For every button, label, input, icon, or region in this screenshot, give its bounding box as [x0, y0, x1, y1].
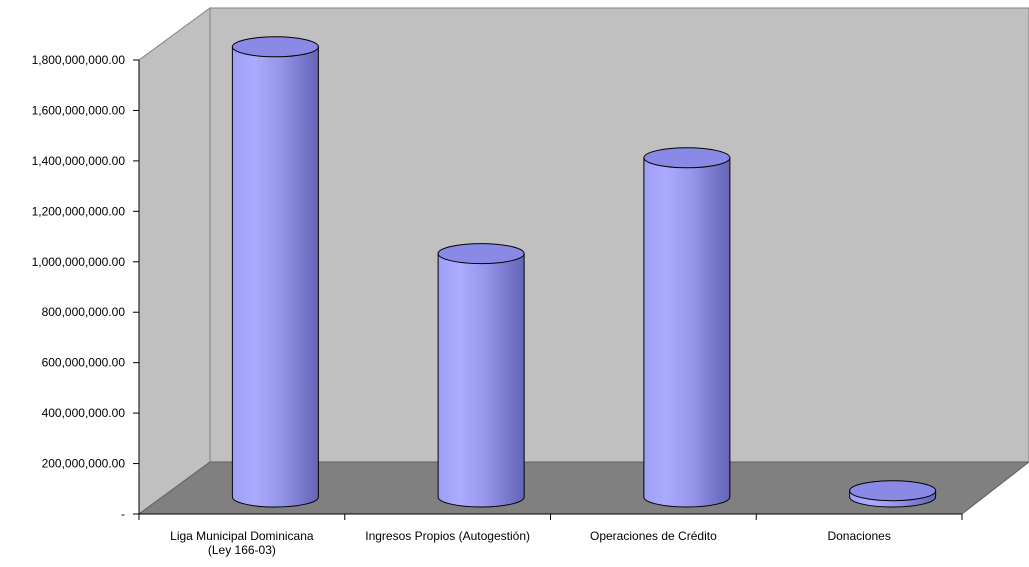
x-category-label: Liga Municipal Dominicana — [170, 529, 314, 543]
bar-cylinder — [849, 480, 937, 508]
y-tick-label: 400,000,000.00 — [42, 406, 126, 420]
bar-top — [849, 480, 937, 502]
bar-cylinder — [231, 36, 319, 508]
bar-body — [643, 157, 731, 508]
x-category-label: Ingresos Propios (Autogestión) — [365, 529, 530, 543]
bar-body — [231, 46, 319, 508]
y-tick-label: 1,000,000,000.00 — [32, 255, 126, 269]
y-tick-label: 800,000,000.00 — [42, 305, 126, 319]
x-category-label: Donaciones — [827, 529, 890, 543]
x-category-label: Operaciones de Crédito — [590, 529, 717, 543]
bar-top — [437, 243, 525, 265]
back-wall — [209, 7, 1029, 463]
x-category-label: (Ley 166-03) — [208, 543, 276, 557]
bar-top — [643, 147, 731, 169]
bar-top — [231, 36, 319, 58]
bar-body — [437, 253, 525, 508]
x-axis-ticks — [138, 514, 963, 520]
y-axis-ticks: - 200,000,000.00 400,000,000.00 600,000,000… — [32, 53, 139, 521]
y-tick-label: 1,400,000,000.00 — [32, 154, 126, 168]
y-tick-label: - — [121, 507, 125, 521]
y-tick-label: 600,000,000.00 — [42, 356, 126, 370]
bar-series — [231, 36, 937, 508]
y-tick-label: 1,200,000,000.00 — [32, 204, 126, 218]
bar-cylinder — [643, 147, 731, 508]
y-tick-label: 1,800,000,000.00 — [32, 53, 126, 67]
bar-cylinder — [437, 243, 525, 508]
y-tick-label: 1,600,000,000.00 — [32, 103, 126, 117]
side-wall — [138, 7, 211, 515]
y-tick-label: 200,000,000.00 — [42, 457, 126, 471]
x-axis-labels: Liga Municipal Dominicana(Ley 166-03) Ing… — [170, 529, 891, 557]
